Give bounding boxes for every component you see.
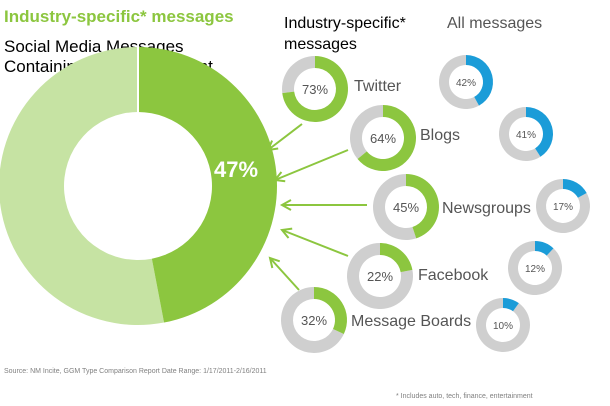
industry-donut-message-boards-remainder [281, 287, 344, 354]
all-donut-twitter [439, 55, 494, 109]
all-donut-newsgroups-remainder [536, 179, 591, 233]
arrow-twitter [266, 123, 303, 152]
main-donut [0, 47, 278, 325]
industry-donut-label-blogs: 64% [370, 131, 396, 146]
all-donut-label-newsgroups: 17% [553, 202, 573, 213]
all-donut-blogs-remainder [499, 107, 541, 162]
industry-donut-facebook [347, 243, 413, 310]
all-donut-newsgroups [536, 179, 591, 233]
all-donut-twitter-remainder [439, 55, 480, 109]
main-donut-ring [0, 47, 278, 325]
industry-donut-newsgroups-remainder [373, 174, 417, 240]
column-header-industry-line2: messages [284, 36, 357, 53]
main-donut-ring-value-arc [138, 47, 278, 323]
arrow-newsgroups [279, 199, 367, 211]
all-donut-message-boards [475, 298, 530, 352]
industry-donut-twitter-remainder [282, 56, 315, 94]
industry-donuts-group: 73% 64% 45% 22% 32% [281, 56, 440, 354]
industry-donut-label-twitter: 73% [302, 82, 328, 97]
all-donut-facebook [508, 241, 562, 295]
arrow-message-boards [268, 256, 300, 291]
industry-donut-label-newsgroups: 45% [393, 200, 419, 215]
industry-donut-newsgroups-value-arc [406, 174, 440, 239]
category-label-facebook: Facebook [418, 267, 489, 284]
all-donut-message-boards-value-arc [503, 298, 519, 312]
arrow-blogs [273, 149, 349, 183]
industry-donut-newsgroups [373, 174, 440, 240]
all-donut-facebook-value-arc [535, 241, 554, 256]
category-label-newsgroups: Newsgroups [442, 200, 531, 217]
category-label-blogs: Blogs [420, 127, 460, 144]
all-donut-label-twitter: 42% [456, 78, 476, 89]
industry-donut-message-boards [281, 287, 347, 354]
industry-donut-blogs-remainder [350, 105, 383, 160]
all-donut-label-blogs: 41% [516, 130, 536, 141]
arrow-facebook [280, 227, 349, 257]
arrows-group [266, 123, 367, 291]
main-donut-label: 47% [214, 157, 258, 182]
top-title: Industry-specific* messages [4, 7, 234, 26]
industry-donut-blogs [350, 105, 417, 171]
all-donut-twitter-value-arc [466, 55, 494, 106]
column-header-industry-line1: Industry-specific* [284, 15, 406, 32]
industry-donut-label-message-boards: 32% [301, 313, 327, 328]
all-donut-message-boards-remainder [475, 298, 530, 352]
footnote: * Includes auto, tech, finance, entertai… [396, 393, 533, 400]
industry-donut-facebook-value-arc [380, 243, 413, 273]
all-donut-label-message-boards: 10% [493, 321, 513, 332]
industry-donut-twitter [282, 56, 349, 123]
industry-donut-label-facebook: 22% [367, 269, 393, 284]
industry-donut-message-boards-value-arc [314, 287, 347, 335]
industry-donut-blogs-value-arc [357, 105, 417, 171]
source-note: Source: NM Incite, GGM Type Comparison R… [4, 368, 267, 375]
industry-donut-twitter-value-arc [282, 56, 349, 123]
all-donut-blogs-value-arc [526, 107, 553, 157]
all-donut-label-facebook: 12% [525, 264, 545, 275]
category-label-twitter: Twitter [354, 78, 402, 95]
column-header-all: All messages [447, 15, 542, 32]
all-donuts-group: 42% 41% 17% 12% 10% [439, 55, 591, 352]
all-donut-blogs [499, 107, 553, 162]
all-donut-facebook-remainder [508, 241, 562, 295]
all-donut-newsgroups-value-arc [563, 179, 587, 198]
category-label-message-boards: Message Boards [351, 313, 471, 330]
industry-donut-facebook-remainder [347, 243, 413, 310]
main-donut-ring-remainder [0, 47, 165, 325]
